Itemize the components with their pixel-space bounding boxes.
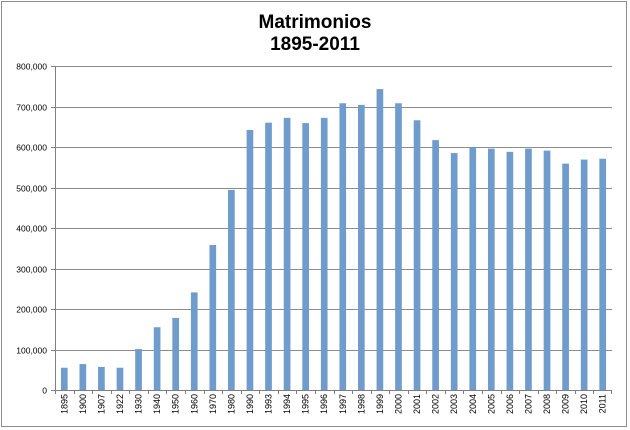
bar-1993 xyxy=(265,122,272,390)
bar-2001 xyxy=(413,120,421,391)
x-tick-label: 2004 xyxy=(468,394,478,414)
bar-1994 xyxy=(283,117,291,390)
bar-2003 xyxy=(450,153,458,390)
x-tick-label: 2011 xyxy=(598,394,608,413)
bars xyxy=(60,89,607,391)
bar-2006 xyxy=(506,151,514,390)
x-tick-label: 1980 xyxy=(226,394,236,414)
x-tick-label: 1922 xyxy=(115,394,125,414)
x-tick-label: 1997 xyxy=(338,394,348,414)
x-tick-label: 2006 xyxy=(505,394,515,414)
x-tick-label: 1930 xyxy=(134,394,144,414)
bar-2005 xyxy=(487,148,495,390)
x-tick-label: 2002 xyxy=(431,394,441,414)
y-tick-label: 600,000 xyxy=(16,143,47,153)
y-tick-label: 400,000 xyxy=(16,224,47,234)
bar-1980 xyxy=(228,189,235,390)
x-tick-label: 1950 xyxy=(171,394,181,414)
x-tick-label: 2007 xyxy=(523,394,533,414)
y-tick-label: 300,000 xyxy=(16,265,47,275)
gridlines xyxy=(55,66,612,351)
x-tick-label: 1895 xyxy=(59,394,69,414)
x-tick-label: 2010 xyxy=(579,394,589,414)
x-tick-label: 2008 xyxy=(542,394,552,414)
bar-1998 xyxy=(358,104,365,390)
y-tick-label: 700,000 xyxy=(16,103,47,113)
y-tick-label: 500,000 xyxy=(16,184,47,194)
x-tick-label: 1995 xyxy=(301,394,311,414)
bar-2009 xyxy=(562,163,569,390)
bar-1996 xyxy=(320,117,328,390)
x-tick-label: 1994 xyxy=(282,394,292,414)
x-axis-ticks: 1895 1900 1907 1922 1930 1940 1950 1960 1970 1980… xyxy=(55,390,612,414)
y-tick-label: 0 xyxy=(42,386,47,396)
x-tick-label: 2000 xyxy=(393,394,403,414)
bar-1940 xyxy=(153,327,161,390)
bar-1895 xyxy=(60,367,68,390)
bar-1900 xyxy=(79,364,87,390)
chart-title-block: Matrimonios 1895-2011 xyxy=(0,12,630,56)
bar-1960 xyxy=(190,292,198,390)
x-tick-label: 1970 xyxy=(208,394,218,414)
x-tick-label: 1940 xyxy=(152,394,162,414)
x-tick-label: 2005 xyxy=(486,394,496,414)
bar-2000 xyxy=(395,103,402,390)
x-tick-label: 2001 xyxy=(412,394,422,414)
y-axis-ticks: 0 100,000 200,000 300,000 400,000 500,000 600,… xyxy=(16,62,55,396)
bar-1999 xyxy=(376,89,384,390)
x-tick-label: 1907 xyxy=(96,394,106,414)
bar-1997 xyxy=(339,103,347,390)
bar-2007 xyxy=(525,148,532,390)
x-tick-label: 1990 xyxy=(245,394,255,414)
bar-2008 xyxy=(543,150,551,390)
x-tick-label: 2009 xyxy=(561,394,571,414)
y-tick-label: 100,000 xyxy=(16,346,47,356)
bar-1907 xyxy=(98,366,105,390)
x-tick-label: 2003 xyxy=(449,394,459,414)
bar-1990 xyxy=(246,129,254,391)
bar-1970 xyxy=(209,245,217,390)
x-tick-label: 1993 xyxy=(264,394,274,414)
bar-1930 xyxy=(135,349,142,390)
bar-1995 xyxy=(302,123,309,391)
y-tick-label: 200,000 xyxy=(16,305,47,315)
bar-2011 xyxy=(599,158,607,390)
x-tick-label: 1999 xyxy=(375,394,385,414)
bar-1922 xyxy=(116,367,124,390)
chart-subtitle: 1895-2011 xyxy=(270,34,360,55)
x-tick-label: 1998 xyxy=(356,394,366,414)
bar-2004 xyxy=(469,147,477,390)
x-tick-label: 1996 xyxy=(319,394,329,414)
x-tick-label: 1960 xyxy=(189,394,199,414)
y-tick-label: 800,000 xyxy=(16,62,47,72)
chart-title: Matrimonios xyxy=(258,12,372,33)
x-tick-label: 1900 xyxy=(78,394,88,414)
bar-2002 xyxy=(432,140,439,390)
bar-2010 xyxy=(580,159,588,390)
bar-1950 xyxy=(172,317,180,390)
